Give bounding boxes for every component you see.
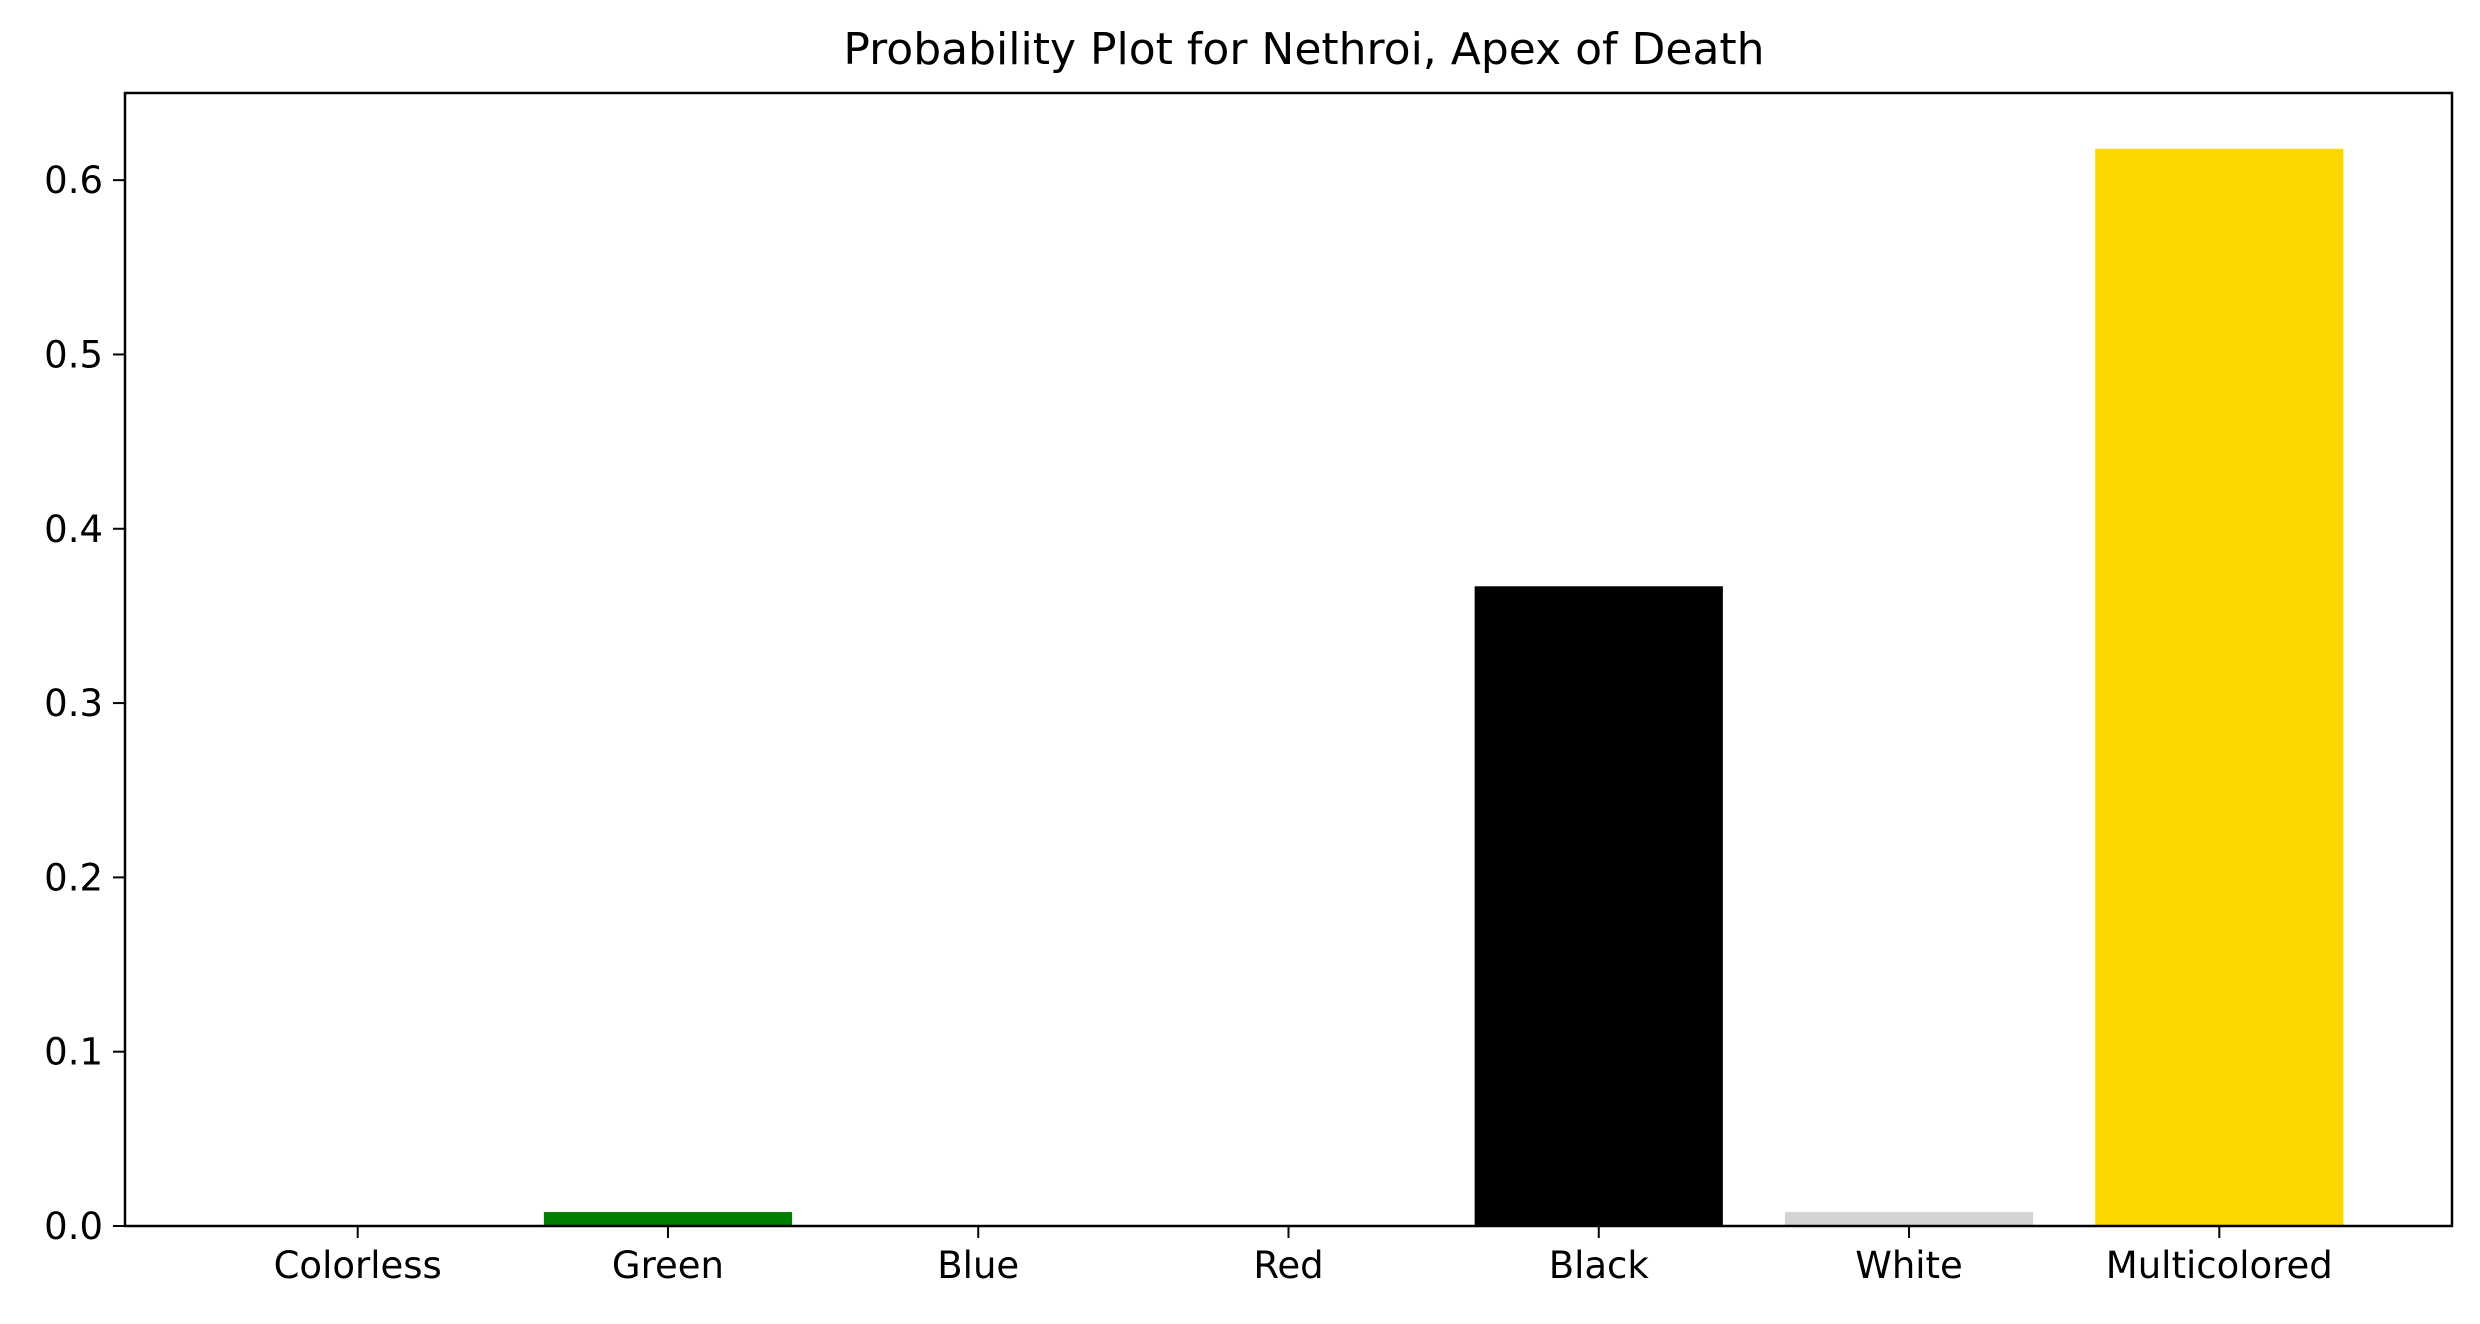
chart-title: Probability Plot for Nethroi, Apex of De… xyxy=(843,24,1764,75)
plot-frame xyxy=(123,91,2454,1228)
bar-black xyxy=(1474,586,1723,1226)
y-tick-label: 0.5 xyxy=(44,333,103,376)
bar-white xyxy=(1784,1212,2034,1226)
y-tick-label: 0.2 xyxy=(44,856,103,899)
x-tick-label: Black xyxy=(1549,1244,1650,1287)
y-tick-label: 0.0 xyxy=(44,1205,103,1248)
x-axis: Colorless Green Blue Red Black White Multicolo… xyxy=(274,1226,2333,1287)
bars-layer xyxy=(543,148,2344,1227)
x-tick-label: Multicolored xyxy=(2106,1244,2333,1287)
x-tick-label: Colorless xyxy=(274,1244,442,1287)
bar-green xyxy=(543,1212,793,1226)
y-tick-label: 0.6 xyxy=(44,159,103,202)
x-tick-label: Blue xyxy=(937,1244,1019,1287)
y-tick-label: 0.4 xyxy=(44,508,103,551)
x-tick-label: Red xyxy=(1253,1244,1323,1287)
x-tick-label: White xyxy=(1855,1244,1963,1287)
bar-multicolored xyxy=(2095,148,2344,1227)
x-tick-label: Green xyxy=(612,1244,724,1287)
y-axis: 0.0 0.1 0.2 0.3 0.4 0.5 0.6 xyxy=(44,159,125,1248)
y-tick-label: 0.3 xyxy=(44,682,103,725)
y-tick-label: 0.1 xyxy=(44,1031,103,1074)
